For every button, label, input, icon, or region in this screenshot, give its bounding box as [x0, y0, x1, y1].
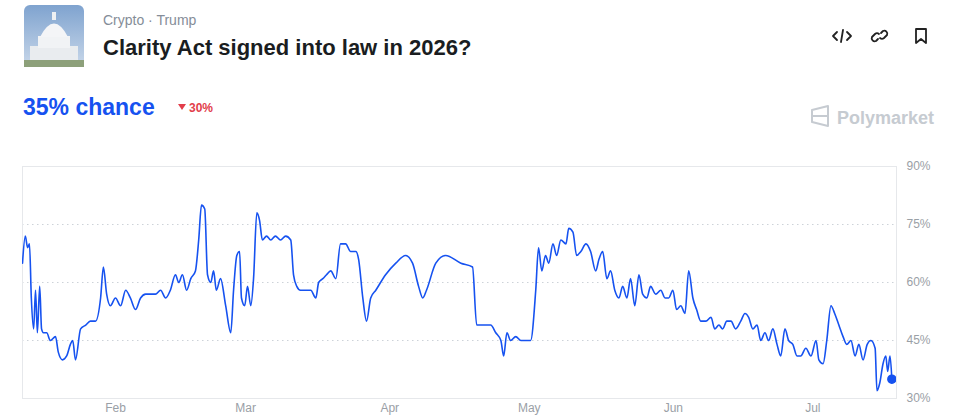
svg-text:30%: 30%	[907, 391, 931, 405]
html-text:30%: 30%	[189, 101, 213, 115]
html-text:Polymarket: Polymarket	[837, 108, 935, 128]
svg-text:60%: 60%	[907, 275, 931, 289]
html-text:Crypto · Trump: Crypto · Trump	[103, 12, 197, 28]
svg-text:Apr: Apr	[380, 401, 399, 415]
svg-text:Jul: Jul	[805, 401, 820, 415]
svg-text:Mar: Mar	[235, 401, 256, 415]
svg-text:Jun: Jun	[664, 401, 683, 415]
html-text:Clarity Act signed into law in: Clarity Act signed into law in 2026?	[103, 35, 472, 60]
svg-text:May: May	[518, 401, 541, 415]
svg-text:45%: 45%	[907, 333, 931, 347]
svg-text:75%: 75%	[907, 217, 931, 231]
html-text:35% chance: 35% chance	[23, 94, 155, 120]
svg-text:Feb: Feb	[105, 401, 126, 415]
svg-text:90%: 90%	[907, 159, 931, 173]
